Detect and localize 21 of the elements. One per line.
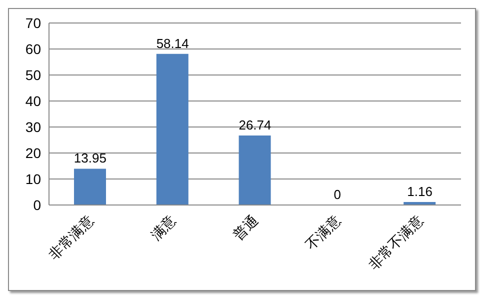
y-tick-label: 50 — [25, 66, 42, 83]
x-tick-label: 非常满意 — [46, 212, 98, 264]
x-tick-label: 普通 — [230, 212, 262, 244]
bar — [74, 168, 106, 205]
data-label: 58.14 — [156, 36, 189, 51]
x-tick-label: 不满意 — [303, 212, 344, 254]
y-tick-label: 0 — [33, 196, 42, 213]
bar — [156, 54, 188, 205]
y-tick-label: 40 — [25, 92, 42, 109]
y-tick-label: 10 — [25, 170, 42, 187]
data-label: 1.16 — [407, 184, 432, 199]
y-tick-label: 70 — [25, 14, 42, 31]
y-tick-label: 20 — [25, 144, 42, 161]
y-tick-label: 30 — [25, 118, 42, 135]
data-label: 0 — [334, 187, 342, 202]
x-tick-label: 满意 — [148, 212, 180, 244]
bar — [238, 135, 271, 205]
y-tick-label: 60 — [25, 40, 42, 57]
x-tick-label: 非常不满意 — [366, 212, 427, 274]
data-label: 13.95 — [74, 150, 106, 166]
data-label: 26.74 — [238, 117, 272, 132]
